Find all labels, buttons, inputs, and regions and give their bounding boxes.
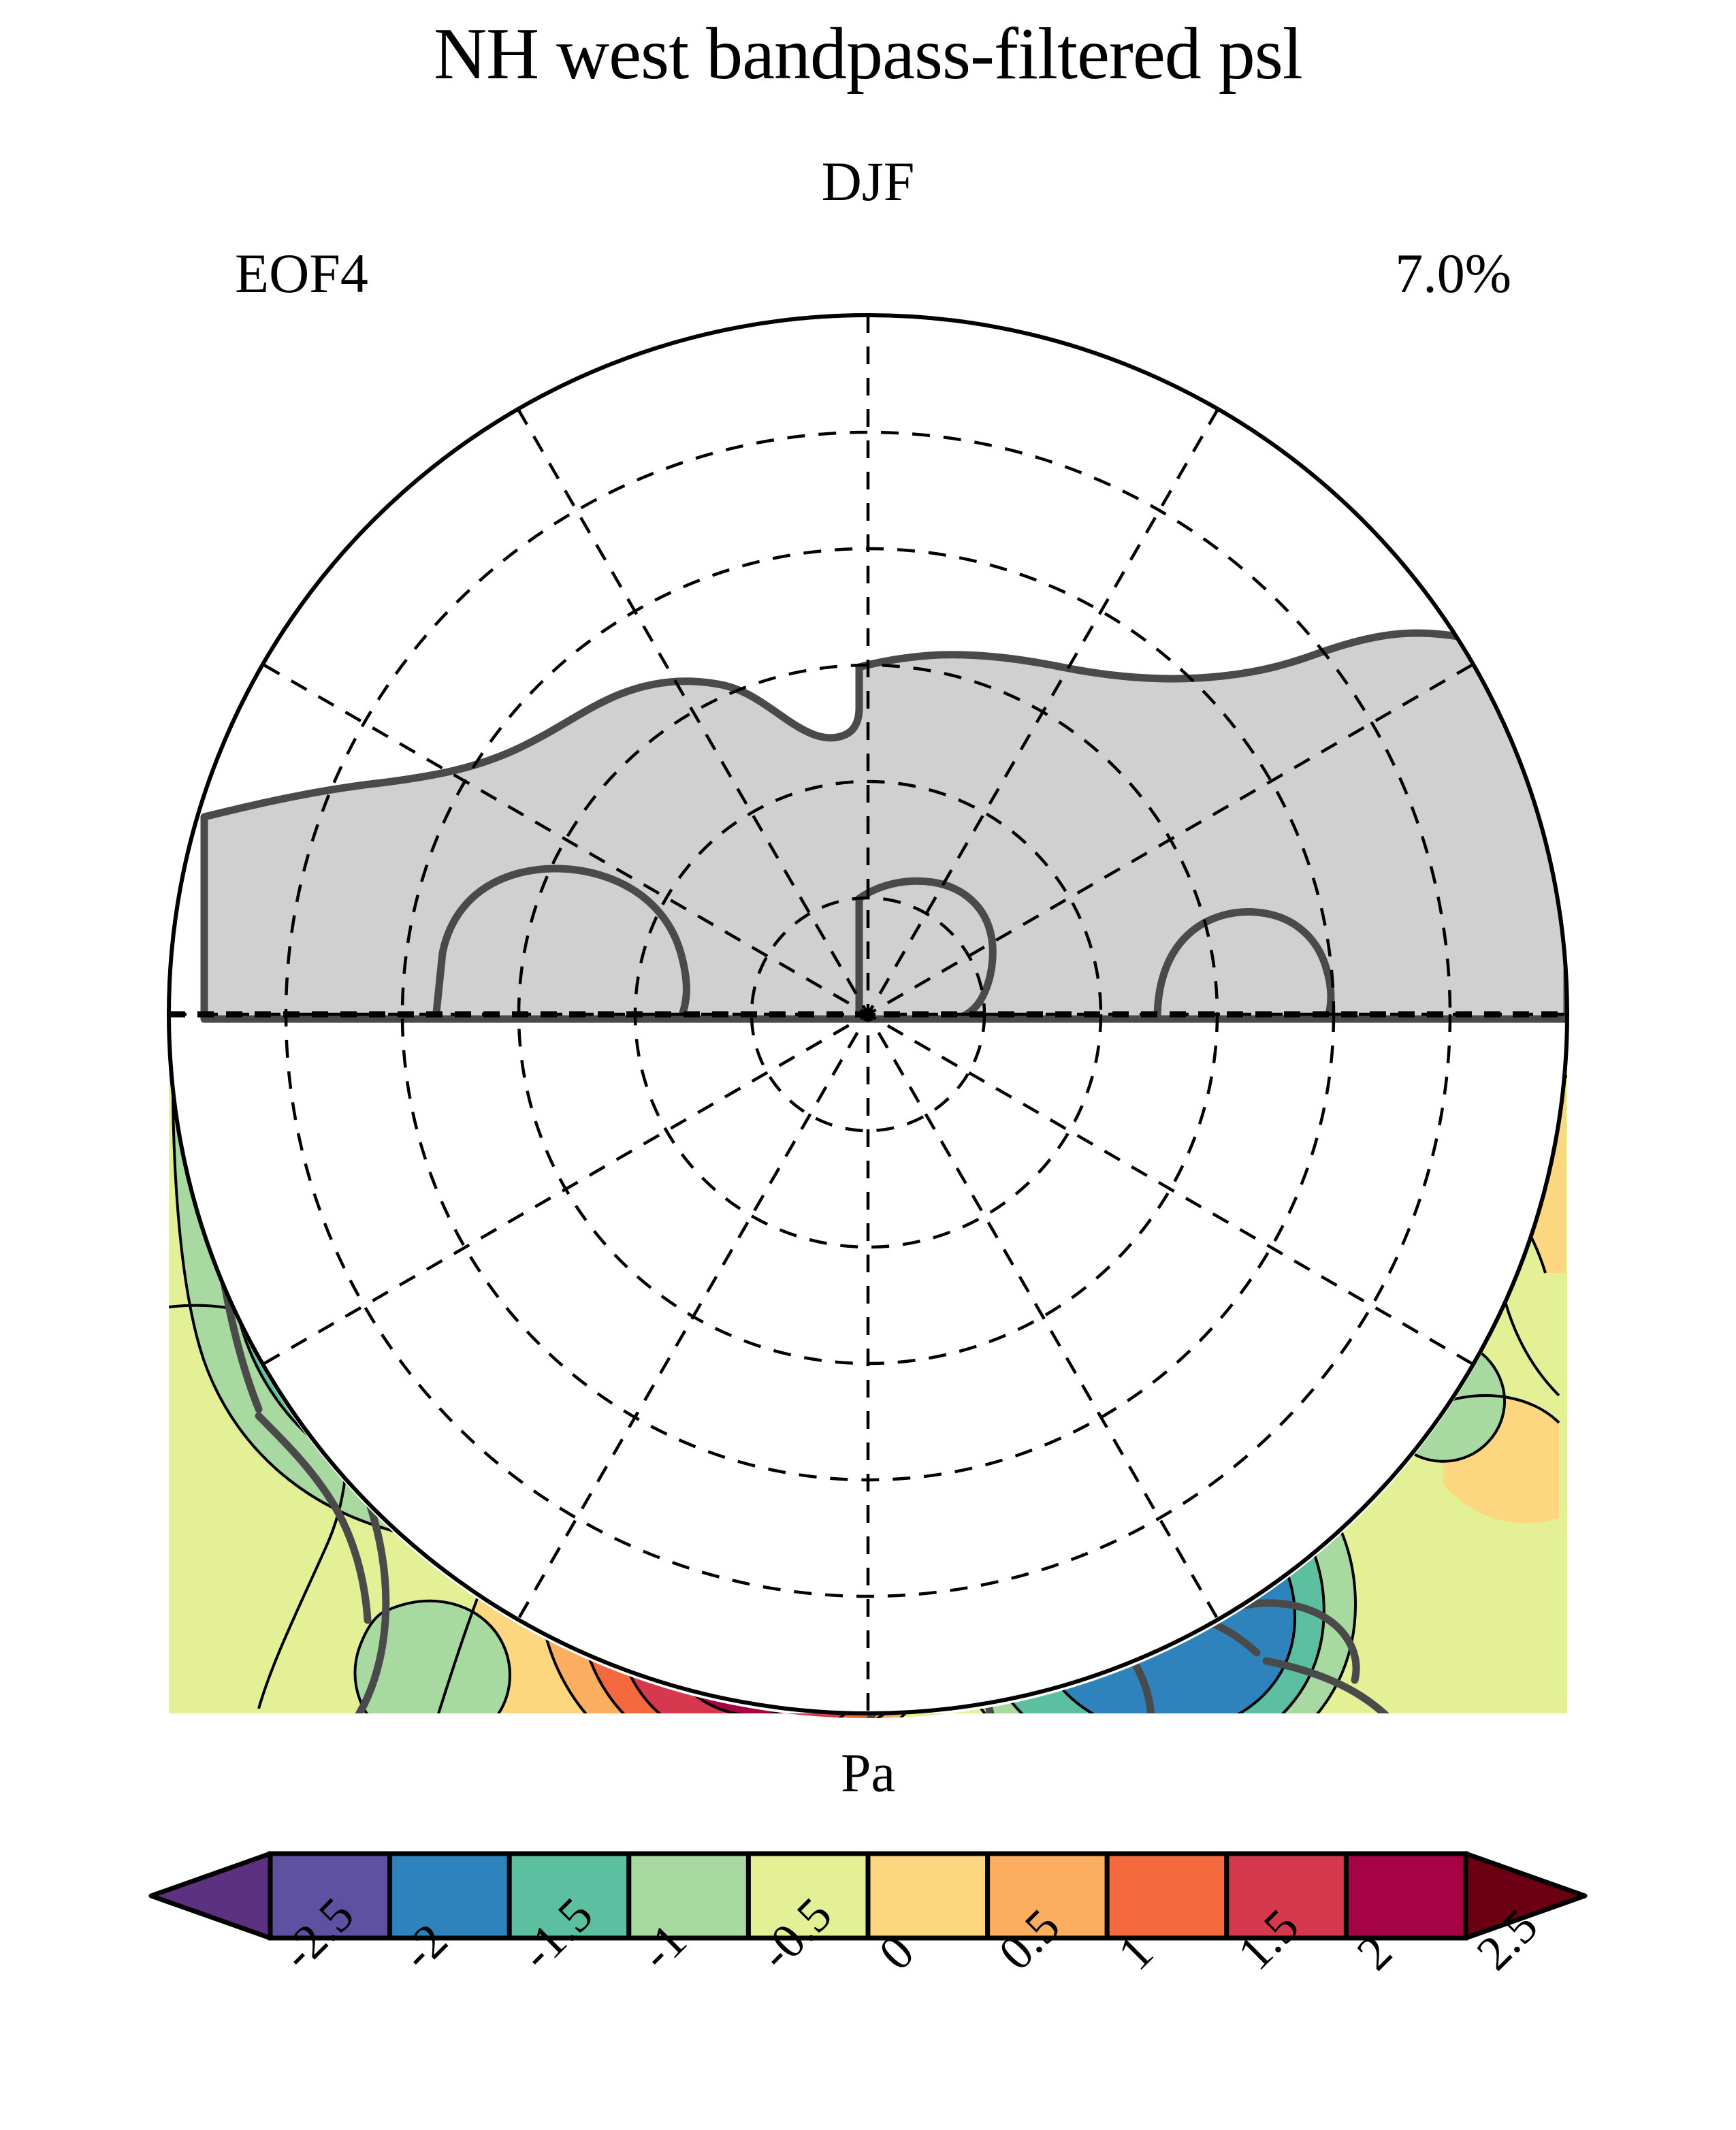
colorbar-band: [985, 1851, 1110, 1941]
colorbar-band: [745, 1851, 871, 1941]
colorbar-extend-right: [1463, 1851, 1588, 1941]
colorbar-band: [1343, 1851, 1468, 1941]
landmass-layer: [200, 629, 1567, 1023]
season-label: DJF: [821, 150, 915, 212]
colorbar-band: [268, 1851, 393, 1941]
colorbar-band: [1104, 1851, 1229, 1941]
colorbar-tick-labels: -2.5 -2 -1.5 -1 -0.5 0 0.5 1 1.5 2 2.5: [0, 1887, 1736, 2118]
colorbar-band: [387, 1851, 512, 1941]
map-boundary-circle: [167, 313, 1569, 1715]
colorbar: Pa -2.5 -2 -1.5 -1 -0.5 0 0.5 1 1.5 2 2.…: [0, 1743, 1736, 2124]
eof-mode-label: EOF4: [235, 242, 368, 304]
colorbar-band: [865, 1851, 991, 1941]
colorbar-extend-left: [148, 1851, 273, 1941]
variance-explained-label: 7.0%: [1395, 242, 1511, 304]
polar-stereographic-map: [0, 300, 1736, 1743]
colorbar-unit-label: Pa: [841, 1743, 895, 1803]
page-title: NH west bandpass-filtered psl: [434, 14, 1303, 95]
